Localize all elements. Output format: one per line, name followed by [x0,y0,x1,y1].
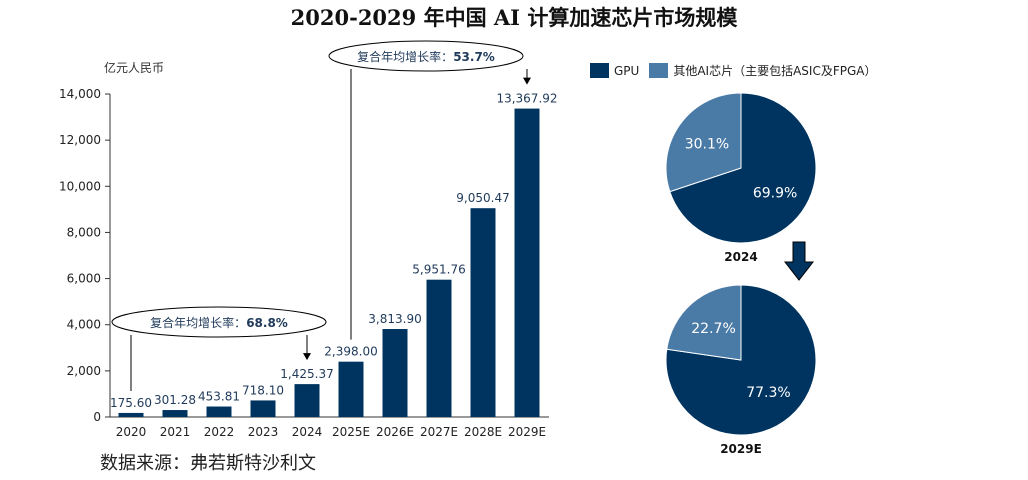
bar [162,410,188,417]
bar-value-label: 718.10 [242,383,284,397]
cagr-arrow-head [523,77,531,85]
cagr-label: 复合年均增长率：53.7% [357,49,495,64]
x-tick-label: 2029E [508,425,546,439]
cagr-label-value: 53.7% [453,50,495,64]
pie-title: 2024 [724,250,757,264]
bar [250,400,276,417]
y-tick-label: 2,000 [67,364,101,378]
y-axis-unit-label: 亿元人民币 [104,61,165,75]
y-tick-label: 10,000 [59,179,101,193]
y-tick-label: 8,000 [67,225,101,239]
y-tick-label: 4,000 [67,318,101,332]
bar [426,279,452,417]
bar-value-label: 1,425.37 [280,367,333,381]
pie-value-label: 69.9% [753,186,797,202]
pie-legend: GPU 其他AI芯片（主要包括ASIC及FPGA） [590,62,886,79]
cagr-label-value: 68.8% [246,316,288,330]
y-tick-label: 0 [93,410,101,424]
cagr-label-prefix: 复合年均增长率： [150,315,246,330]
y-tick-label: 14,000 [59,87,101,101]
bar [118,412,144,417]
pie-title: 2029E [720,442,762,456]
bar-value-label: 453.81 [198,390,240,404]
bar [294,384,320,417]
x-tick-label: 2025E [332,425,370,439]
legend-label-other: 其他AI芯片（主要包括ASIC及FPGA） [673,64,877,78]
bar [206,406,232,417]
pie-value-label: 30.1% [685,136,729,152]
x-tick-label: 2022 [204,425,235,439]
pie-value-label: 22.7% [691,321,735,337]
bar-value-label: 3,813.90 [368,312,421,326]
cagr-label: 复合年均增长率：68.8% [150,315,288,330]
bar-value-label: 13,367.92 [496,92,557,106]
cagr-label-prefix: 复合年均增长率： [357,49,453,64]
data-source: 数据来源：弗若斯特沙利文 [100,453,316,474]
legend-item-gpu: GPU [590,63,639,78]
bar-value-label: 9,050.47 [456,191,509,205]
legend-swatch-gpu [590,63,609,78]
legend-label-gpu: GPU [614,63,640,78]
pie-slice-gpu [669,92,817,244]
cagr-annotation-2020-2024: 复合年均增长率：68.8% [111,306,327,391]
bar-chart: 0 2,000 4,000 6,000 8,000 10,000 12,000 14,000 1… [59,40,558,439]
cagr-ellipse [111,306,327,338]
legend-item-other: 其他AI芯片（主要包括ASIC及FPGA） [649,62,876,79]
y-tick-label: 12,000 [59,133,101,147]
bar-value-label: 301.28 [154,393,196,407]
bar [382,329,408,417]
pie-slice-other [665,92,742,193]
pie-2024: 69.9% 30.1% 2024 [665,92,817,264]
x-tick-label: 2020 [116,425,147,439]
x-tick-label: 2024 [292,425,323,439]
pie-2029e: 77.3% 22.7% 2029E [665,284,817,456]
cagr-annotation-2025-2029: 复合年均增长率：53.7% [328,40,531,340]
bar-value-label: 5,951.76 [412,263,465,277]
x-tick-label: 2028E [464,425,502,439]
pie-slice-other [666,284,742,361]
bar-value-label: 2,398.00 [324,345,377,359]
bar [338,361,364,417]
x-tick-label: 2027E [420,425,458,439]
down-arrow-icon [783,241,815,281]
bar [470,208,496,417]
bar-value-label: 175.60 [110,396,152,410]
x-tick-label: 2021 [160,425,191,439]
x-tick-label: 2026E [376,425,414,439]
cagr-ellipse [328,40,524,72]
cagr-arrow-head [303,353,311,361]
pie-charts: 69.9% 30.1% 2024 77.3% 22.7% 2029E [665,92,817,456]
pie-value-label: 77.3% [746,385,790,401]
legend-swatch-other [649,63,669,78]
bar [514,108,540,418]
y-tick-label: 6,000 [67,272,101,286]
x-tick-label: 2023 [248,425,279,439]
chart-title: 2020-2029 年中国 AI 计算加速芯片市场规模 [290,5,738,30]
